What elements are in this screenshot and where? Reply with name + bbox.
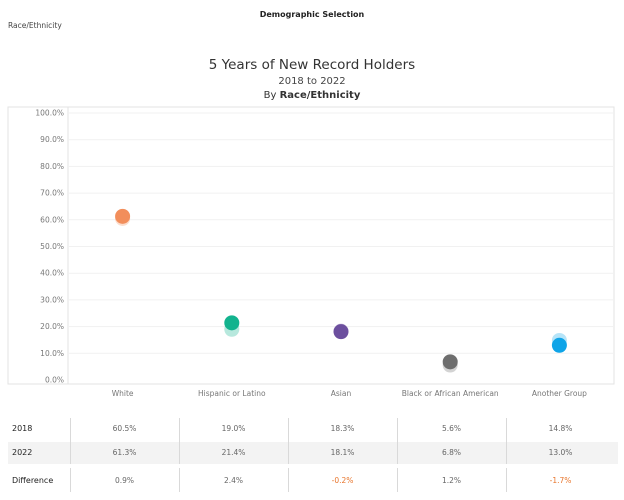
cell-2018-asian: 18.3%	[330, 424, 355, 433]
chart-title: 5 Years of New Record Holders	[208, 57, 416, 73]
table-divider	[288, 468, 289, 492]
table-divider	[506, 468, 507, 492]
cell-diff-asian: -0.2%	[331, 476, 354, 485]
y-tick-label: 10.0%	[40, 349, 64, 358]
dot-2022	[224, 315, 240, 331]
plot-frame	[7, 106, 615, 385]
cell-diff-another: -1.7%	[549, 476, 572, 485]
y-tick-label: 80.0%	[40, 162, 64, 171]
table-divider	[288, 418, 289, 464]
dot-2022	[333, 324, 349, 340]
cell-2022-asian: 18.1%	[330, 448, 355, 457]
row-label-2018: 2018	[12, 424, 33, 433]
y-tick-label: 0.0%	[45, 376, 64, 385]
table-divider	[70, 418, 71, 464]
dot-2022	[115, 208, 131, 224]
table-divider	[397, 468, 398, 492]
x-category-label: Another Group	[532, 389, 587, 398]
cell-2018-white: 60.5%	[112, 424, 137, 433]
y-tick-label: 20.0%	[40, 322, 64, 331]
y-tick-label: 100.0%	[35, 109, 64, 118]
table-divider	[179, 418, 180, 464]
y-tick-label: 50.0%	[40, 242, 64, 251]
table-divider	[179, 468, 180, 492]
cell-2018-hispanic: 19.0%	[221, 424, 246, 433]
x-category-label: Hispanic or Latino	[198, 389, 266, 398]
subtitle-prefix: By	[263, 90, 280, 101]
dot-2022	[442, 354, 458, 370]
y-tick-label: 60.0%	[40, 215, 64, 224]
table-divider	[506, 418, 507, 464]
x-category-label: White	[112, 389, 134, 398]
cell-2022-another: 13.0%	[548, 448, 573, 457]
x-category-label: Black or African American	[402, 389, 499, 398]
y-tick-label: 30.0%	[40, 295, 64, 304]
row-label-2022: 2022	[12, 448, 33, 457]
cell-2022-white: 61.3%	[112, 448, 137, 457]
dot-chart: 0.0% 10.0% 20.0% 30.0% 40.0% 50.0% 60.0% 70.0% 8…	[7, 106, 615, 398]
cell-diff-black: 1.2%	[441, 476, 462, 485]
table-divider	[397, 418, 398, 464]
table-divider	[70, 468, 71, 492]
y-tick-label: 90.0%	[40, 135, 64, 144]
cell-2018-black: 5.6%	[441, 424, 462, 433]
cell-2022-hispanic: 21.4%	[221, 448, 246, 457]
cell-2022-black: 6.8%	[441, 448, 462, 457]
x-category-label: Asian	[331, 389, 352, 398]
table-row: Difference 0.9% 2.4% -0.2% 1.2% -1.7%	[8, 470, 618, 492]
dot-2022	[551, 337, 567, 353]
subtitle-dimension: Race/Ethnicity	[279, 90, 361, 101]
summary-table: 2018 60.5% 19.0% 18.3% 5.6% 14.8% 2022 6…	[8, 418, 618, 494]
chart-subtitle-2: By Race/Ethnicity	[0, 90, 624, 101]
filter-title: Demographic Selection	[259, 10, 365, 19]
cell-2018-another: 14.8%	[548, 424, 573, 433]
cell-diff-hispanic: 2.4%	[223, 476, 244, 485]
chart-subtitle: 2018 to 2022	[278, 76, 346, 87]
filter-value[interactable]: Race/Ethnicity	[8, 21, 62, 30]
y-tick-label: 40.0%	[40, 269, 64, 278]
y-tick-label: 70.0%	[40, 189, 64, 198]
row-label-difference: Difference	[12, 476, 54, 485]
table-row: 2022 61.3% 21.4% 18.1% 6.8% 13.0%	[8, 442, 618, 464]
table-row: 2018 60.5% 19.0% 18.3% 5.6% 14.8%	[8, 418, 618, 440]
cell-diff-white: 0.9%	[114, 476, 135, 485]
